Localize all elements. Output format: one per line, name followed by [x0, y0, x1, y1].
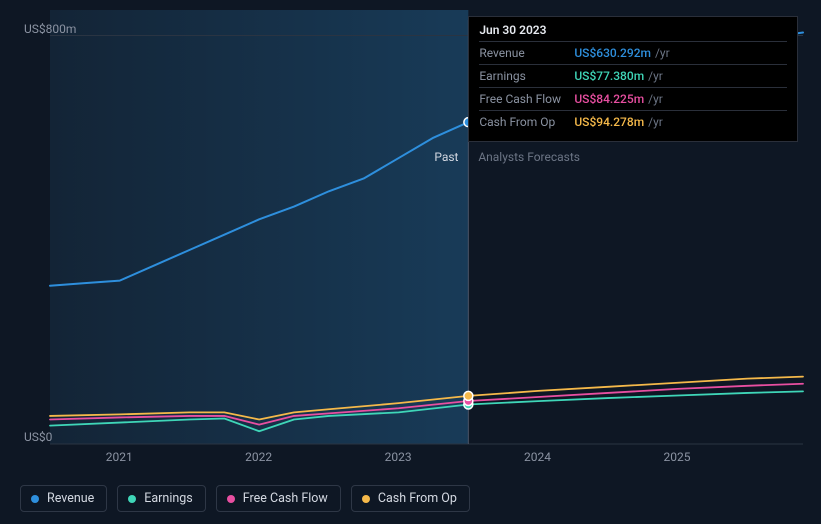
legend-item-cfo[interactable]: Cash From Op	[351, 485, 470, 512]
tooltip-row-unit: /yr	[648, 68, 663, 84]
tooltip-row-unit: /yr	[648, 91, 663, 107]
y-tick-label: US$800m	[24, 22, 76, 36]
legend-item-label: Revenue	[47, 491, 94, 506]
chart-tooltip: Jun 30 2023 RevenueUS$630.292m/yrEarning…	[468, 16, 798, 142]
tooltip-row-label: Cash From Op	[479, 114, 574, 130]
tooltip-row-label: Revenue	[479, 45, 574, 61]
period-forecast-label: Analysts Forecasts	[478, 150, 580, 164]
legend-dot-icon	[31, 495, 39, 503]
tooltip-row-label: Free Cash Flow	[479, 91, 574, 107]
legend-item-revenue[interactable]: Revenue	[20, 485, 107, 512]
tooltip-row-unit: /yr	[648, 114, 663, 130]
x-tick-label: 2023	[385, 450, 412, 464]
legend-item-label: Cash From Op	[378, 491, 457, 506]
x-tick-label: 2024	[524, 450, 551, 464]
legend-dot-icon	[227, 495, 235, 503]
legend-item-label: Free Cash Flow	[243, 491, 328, 506]
tooltip-row-label: Earnings	[479, 68, 574, 84]
tooltip-row-value: US$77.380m	[574, 68, 644, 84]
tooltip-row-value: US$94.278m	[574, 114, 644, 130]
tooltip-date: Jun 30 2023	[479, 23, 787, 41]
x-tick-label: 2022	[245, 450, 272, 464]
chart-legend: Revenue Earnings Free Cash Flow Cash From O…	[20, 485, 470, 512]
legend-item-label: Earnings	[144, 491, 192, 506]
tooltip-row: Free Cash FlowUS$84.225m/yr	[479, 87, 787, 110]
chart-container: US$0 US$800m 2021 2022 2023 2024 2025 Past An…	[0, 0, 821, 524]
legend-dot-icon	[362, 495, 370, 503]
tooltip-row-value: US$84.225m	[574, 91, 644, 107]
tooltip-row: EarningsUS$77.380m/yr	[479, 64, 787, 87]
legend-item-earnings[interactable]: Earnings	[117, 485, 205, 512]
tooltip-row: Cash From OpUS$94.278m/yr	[479, 110, 787, 133]
legend-item-fcf[interactable]: Free Cash Flow	[216, 485, 341, 512]
tooltip-row-unit: /yr	[655, 45, 670, 61]
tooltip-row: RevenueUS$630.292m/yr	[479, 41, 787, 64]
period-past-label: Past	[434, 150, 458, 164]
x-tick-label: 2025	[664, 450, 691, 464]
tooltip-row-value: US$630.292m	[574, 45, 651, 61]
y-tick-label: US$0	[24, 430, 52, 444]
x-tick-label: 2021	[106, 450, 133, 464]
legend-dot-icon	[128, 495, 136, 503]
